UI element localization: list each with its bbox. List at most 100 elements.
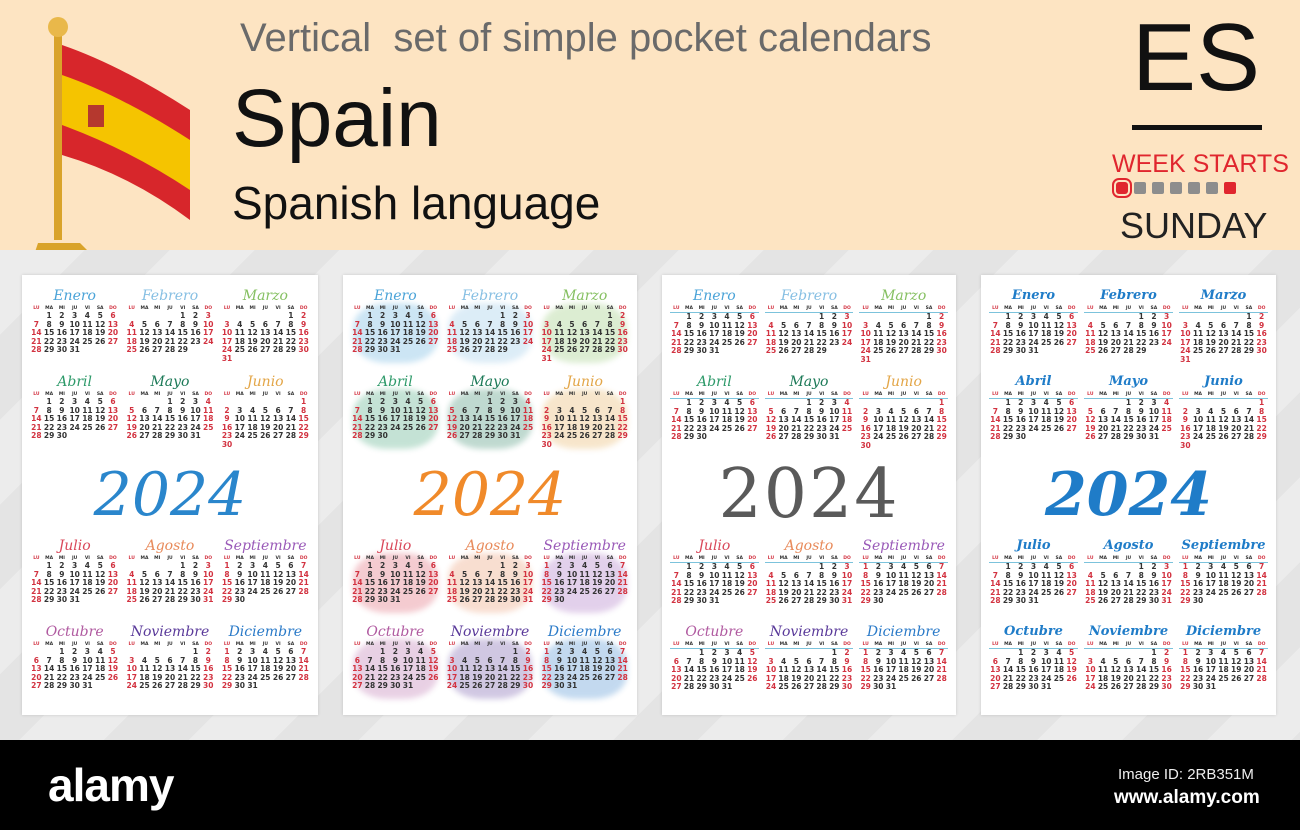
day-cell: 10: [873, 415, 884, 425]
day-grid: LU MA MI JU VI SA DO 1 2 3 4 5 6 7 8 9 10 11 12 13 14 15 16 17 1…: [764, 641, 854, 692]
day-cell: 11: [579, 655, 590, 665]
day-cell: 26: [734, 337, 745, 347]
weekday-label: JU: [262, 642, 268, 647]
day-cell: 1: [831, 648, 837, 657]
day-cell: 19: [1053, 415, 1065, 425]
day-cell: [259, 355, 272, 364]
day-cell: 26: [778, 596, 789, 606]
day-cell: 20: [803, 673, 815, 683]
day-cell: 2: [180, 397, 186, 406]
day-cell: 26: [139, 345, 150, 355]
weekday-label: SA: [1242, 305, 1256, 313]
day-cell: 19: [885, 337, 897, 347]
day-cell: 19: [260, 422, 271, 432]
day-cell: 5: [462, 319, 468, 329]
day-cell: 23: [190, 586, 201, 596]
day-cell: 28: [1256, 673, 1267, 683]
weekday-label: LU: [1084, 391, 1097, 399]
day-cell: 29: [364, 595, 376, 605]
day-cell: 4: [737, 648, 743, 657]
day-cell: 25: [1085, 346, 1096, 356]
day-cell: 31: [709, 346, 720, 356]
day-cell: 15: [829, 665, 840, 675]
day-cell: 30: [1161, 682, 1172, 692]
day-cell: 6: [926, 648, 932, 657]
watercolor-blob: [542, 553, 627, 613]
day-cell: 1: [544, 647, 550, 656]
day-cell: 30: [829, 596, 840, 606]
day-cell: 28: [352, 345, 363, 355]
day-cell: 24: [1028, 423, 1039, 433]
month-block: Abril LU MA MI JU VI SA DO 1 2 3 4 5 6 7 8 9 10 11 12 13 14 15…: [670, 373, 759, 453]
weekday-label: SA: [606, 642, 614, 647]
day-cell: 13: [484, 664, 496, 674]
day-cell: 4: [262, 647, 268, 656]
day-cell: 25: [721, 337, 733, 347]
day-cell: 31: [522, 595, 534, 605]
day-cell: 14: [31, 328, 42, 338]
day-cell: [1065, 683, 1078, 692]
day-cell: 22: [298, 422, 309, 432]
day-cell: 21: [352, 586, 363, 596]
weekday-label: JU: [71, 642, 78, 647]
day-cell: 24: [446, 681, 458, 691]
weekday-label: SA: [733, 641, 746, 649]
day-cell: 22: [221, 586, 233, 596]
months-grid: Enero LU MA MI JU VI SA DO 1 2 3 4 5 6 7 8 9 10 11 12 13 14 15…: [30, 287, 310, 453]
day-cell: 17: [1028, 579, 1039, 589]
day-cell: 14: [1243, 415, 1255, 425]
day-cell: [68, 432, 81, 441]
day-cell: 11: [234, 328, 245, 338]
day-cell: 22: [43, 586, 55, 596]
day-cell: [297, 682, 310, 691]
weekday-label: JU: [167, 556, 173, 561]
weekday-label: DO: [1160, 641, 1173, 649]
day-cell: 12: [94, 569, 106, 579]
day-grid: LU MA MI JU VI SA DO 1 2 3 4 5 6 7 8 9 10 11 12 13 14 15 16 17 1…: [221, 305, 310, 364]
day-cell: 18: [898, 579, 909, 589]
day-cell: 16: [841, 665, 853, 675]
day-cell: 9: [59, 405, 65, 415]
day-cell: [94, 346, 107, 355]
day-cell: 31: [860, 354, 871, 364]
day-cell: [591, 596, 604, 605]
day-cell: 19: [107, 664, 119, 674]
day-cell: 6: [607, 561, 613, 570]
day-cell: 21: [990, 337, 1001, 347]
weekday-label: MI: [474, 392, 481, 397]
weekday-label: MA: [871, 641, 885, 649]
day-cell: 19: [247, 336, 258, 346]
day-cell: [1065, 597, 1078, 606]
day-cell: 3: [844, 312, 850, 321]
day-cell: 9: [875, 656, 881, 666]
day-cell: 15: [860, 665, 871, 675]
day-cell: [1230, 683, 1243, 692]
day-cell: 24: [190, 422, 201, 432]
day-cell: 30: [1256, 346, 1267, 356]
day-cell: 14: [1135, 665, 1147, 675]
day-cell: 1: [1182, 562, 1188, 571]
weekday-label: JU: [1217, 555, 1230, 563]
weekday-label: MA: [1096, 391, 1110, 399]
day-cell: 5: [110, 647, 116, 656]
weekday-label: DO: [935, 641, 948, 649]
weekday-label: MI: [884, 305, 898, 313]
day-cell: [841, 433, 854, 442]
weekday-label: SA: [1052, 641, 1066, 649]
title-banner: [0, 0, 1300, 250]
day-cell: 7: [926, 406, 932, 416]
day-cell: 29: [816, 346, 827, 356]
day-cell: [1204, 442, 1217, 451]
month-block: Octubre LU MA MI JU VI SA DO 1 2 3 4 5 6 7 8 9 10 11 12 13 14…: [989, 623, 1078, 703]
day-cell: 11: [898, 656, 909, 666]
weekday-label: DO: [1065, 391, 1078, 399]
day-cell: 1: [1005, 562, 1011, 571]
day-cell: 22: [923, 337, 935, 347]
day-cell: 1: [926, 312, 932, 321]
day-cell: 2: [699, 312, 705, 321]
day-cell: [1192, 442, 1205, 451]
day-cell: 28: [1123, 596, 1134, 606]
month-block: Diciembre LU MA MI JU VI SA DO 1 2 3 4 5 6 7 8 9 10 11 12 13…: [1179, 623, 1268, 703]
day-cell: 24: [566, 586, 578, 596]
day-cell: 10: [765, 665, 777, 675]
